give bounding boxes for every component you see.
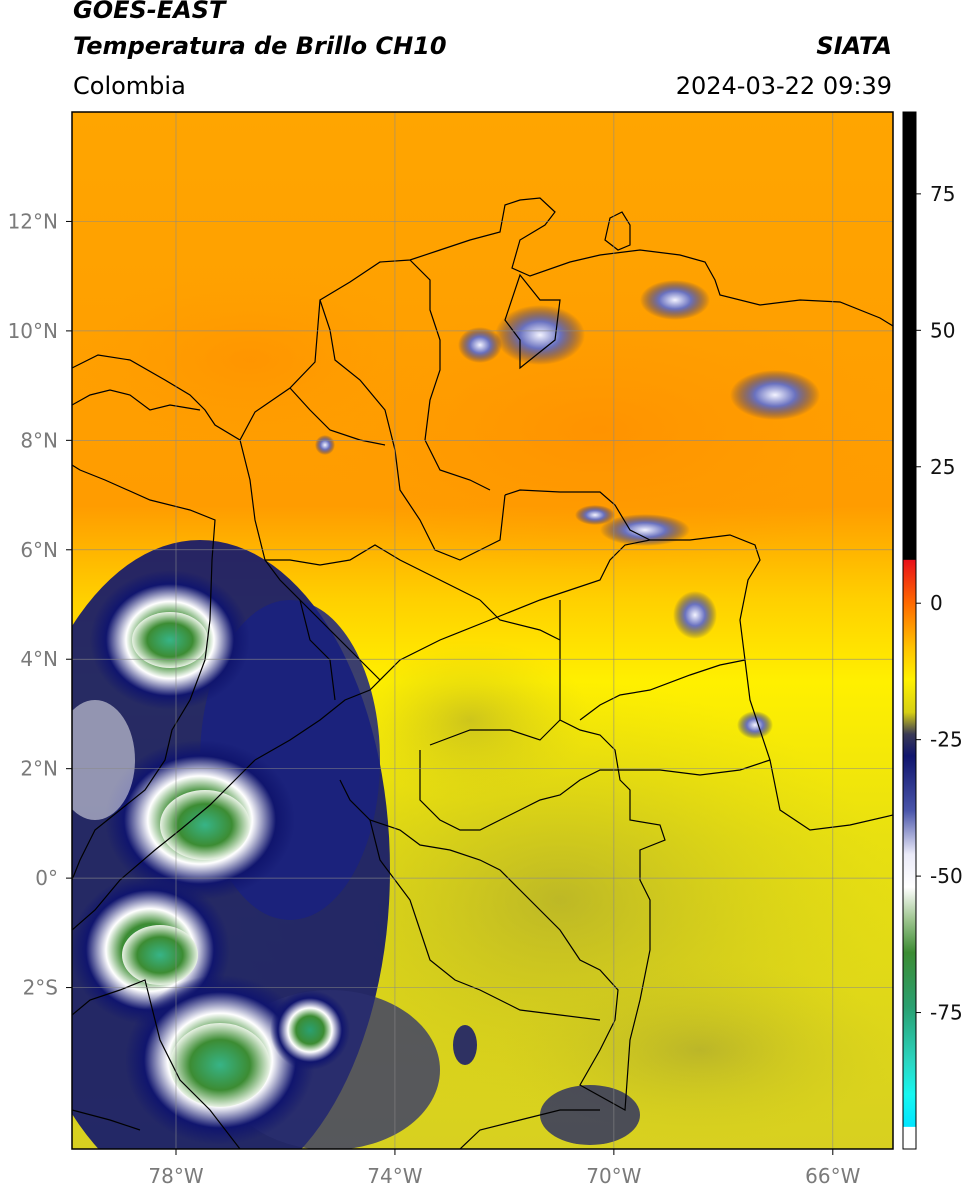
colorbar-tick-label: 75: [930, 182, 955, 206]
lat-tick-label: 10°N: [8, 319, 58, 343]
colorbar-tick-label: -50: [930, 864, 963, 888]
latitude-labels: 12°N 10°N 8°N 6°N 4°N 2°N 0° 2°S: [8, 209, 72, 1000]
lon-tick-label: 74°W: [367, 1164, 422, 1188]
map-frame: [71, 111, 894, 1150]
product-title: Temperatura de Brillo CH10: [73, 32, 447, 60]
lat-tick-label: 2°N: [20, 757, 58, 781]
colorbar-gradient: [903, 112, 916, 1149]
region-label: Colombia: [73, 72, 186, 100]
brightness-temperature-imagery: [72, 112, 893, 1149]
lat-tick-label: 4°N: [20, 647, 58, 671]
colorbar-tick-label: -25: [930, 728, 963, 752]
organization-label: SIATA: [816, 32, 892, 60]
colorbar: 75 50 25 0 -25 -50 -75: [902, 111, 963, 1150]
longitude-labels: 78°W 74°W 70°W 66°W: [148, 1149, 861, 1188]
coastlines-and-borders: [72, 197, 893, 1149]
satellite-title: GOES-EAST: [73, 0, 226, 24]
colorbar-tick-label: -75: [930, 1001, 963, 1025]
lat-tick-label: 12°N: [8, 209, 58, 233]
lat-tick-label: 0°: [35, 866, 58, 890]
lon-tick-label: 70°W: [586, 1164, 641, 1188]
map-gridlines: [72, 112, 893, 1149]
colorbar-tick-label: 25: [930, 455, 955, 479]
timestamp-label: 2024-03-22 09:39: [675, 72, 892, 100]
colorbar-frame: [902, 111, 917, 1150]
lon-tick-label: 66°W: [805, 1164, 860, 1188]
colorbar-tick-label: 50: [930, 318, 955, 342]
lat-tick-label: 8°N: [20, 428, 58, 452]
lon-tick-label: 78°W: [148, 1164, 203, 1188]
lat-tick-label: 6°N: [20, 538, 58, 562]
colorbar-tick-label: 0: [930, 591, 943, 615]
lat-tick-label: 2°S: [23, 976, 58, 1000]
